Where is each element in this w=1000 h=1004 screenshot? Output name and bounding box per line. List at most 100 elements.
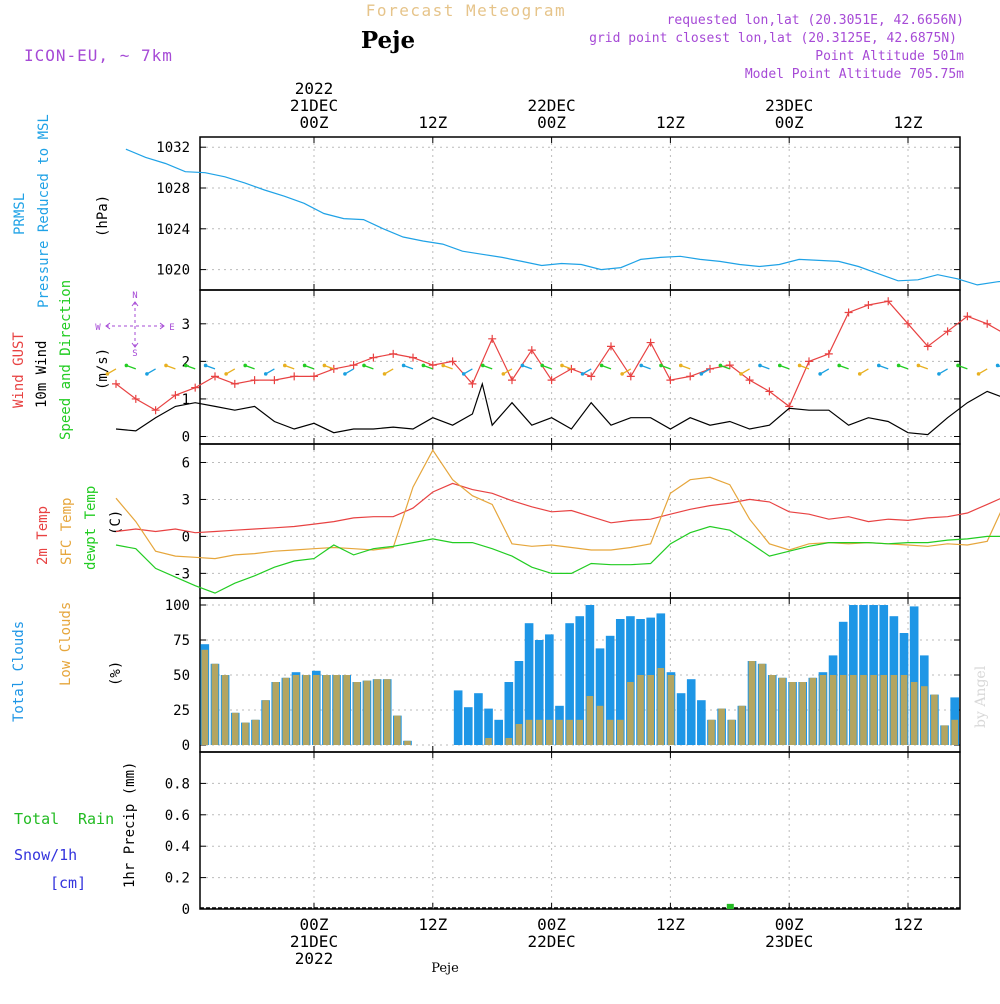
top-time-label: 12Z [894,113,923,132]
gust-marker [488,334,497,343]
y-tick-label: 0.6 [165,808,190,824]
wind-arrow-head [263,372,268,376]
y-tick-label: 0.8 [165,776,190,792]
dewpt-line [115,525,1000,594]
low-cloud-bar [211,663,219,745]
gust-marker [824,349,833,358]
wind-label: 10m Wind [34,341,50,408]
low-cloud-bar [931,694,938,745]
low-cloud-bar [728,719,736,745]
gridpoint-coords: grid point closest lon,lat (20.3125E, 42… [589,31,957,46]
wind-arrow-head [124,363,129,368]
gust-marker [745,376,754,385]
wind-arrow-head [343,372,347,376]
low-cloud-bar [616,719,624,745]
gust-marker [428,361,437,370]
low-cloud-bar [910,682,918,745]
panel-frame [199,443,961,599]
total-cloud-bar [676,693,686,745]
low-cloud-bar [221,675,229,745]
low-cloud-bar [920,686,928,745]
gust-marker [706,364,714,373]
wind-arrow-head [322,363,327,368]
low-cloud-bar [667,675,675,745]
bottom-time-label: 2022 [295,949,334,968]
low-cloud-bar [880,675,888,745]
y-tick-label: 6 [182,455,190,471]
gust-marker [112,379,120,388]
gust-marker [844,308,853,317]
low-cloud-bar [272,682,280,745]
gust-marker [191,383,200,392]
total-cloud-bar [504,682,514,745]
compass-arrow-s [131,342,139,348]
temp2m-line [115,482,1000,534]
wind-arrow-head [620,372,624,376]
low-cloud-bar [647,675,654,745]
requested-coords: requested lon,lat (20.3051E, 42.6656N) [667,13,964,28]
gust-marker [666,376,675,385]
low-cloud-bar [860,675,867,745]
total-cloud-bar [494,719,503,745]
low-cloud-bar [505,738,513,745]
wind-arrow-head [540,363,545,368]
wind-arrow-head [639,363,644,368]
wind-line [115,381,1000,436]
total-cloud-bar [524,623,534,745]
gust-marker [389,349,398,358]
low-cloud-bar [900,675,908,745]
top-time-label: 00Z [300,113,329,132]
low-cloud-bar [829,675,837,745]
low-cloud-bar [586,696,594,745]
low-cloud-bar [708,719,715,745]
y-tick-label: 0 [182,902,190,918]
clouds-units: (%) [108,661,124,686]
y-tick-label: 1 [182,392,190,408]
y-tick-label: 1024 [156,222,190,238]
gust-marker [270,376,279,385]
bottom-time-label: 12Z [656,915,685,934]
low-cloud-bar [302,675,310,745]
gust-marker [923,342,932,351]
bottom-time-label: 22DEC [528,932,576,951]
low-cloud-bar [282,677,290,745]
y-tick-label: 1032 [156,140,190,156]
low-cloud-bar [951,719,958,745]
y-tick-label: 0 [182,529,190,545]
wind-arrow-head [877,363,881,368]
low-cloud-bar [383,679,391,745]
y-tick-label: 1020 [156,263,190,279]
low-cloud-bar [312,675,320,745]
gust-marker [686,372,695,381]
gust-marker [250,376,259,385]
gust-marker [765,387,774,396]
gust-marker [171,391,180,400]
model-altitude: Model Point Altitude 705.75m [745,67,964,82]
top-time-label: 00Z [537,113,566,132]
total-cloud-bar [595,648,605,745]
total-cloud-bar [626,616,635,745]
total-label: Total [14,810,59,828]
low-cloud-bar [768,675,776,745]
low-cloud-bar [890,675,898,745]
wind-arrow-head [184,363,188,368]
low-cloud-bar [941,725,948,745]
wind-arrow-head [797,363,802,368]
gust-marker [508,376,516,385]
low-cloud-bar [779,677,786,745]
y-tick-label: 100 [165,598,190,614]
wind-arrow-head [718,363,723,368]
dewpt-label: dewpt Temp [83,486,99,570]
wind-arrow-head [164,363,168,368]
low-cloud-bar [789,682,796,745]
bottom-time-label: 12Z [418,915,447,934]
low-cloud-bar [394,715,401,745]
station-name: Peje [361,27,415,54]
temp2m-label: 2m Temp [35,506,51,565]
temp-units: (C) [108,510,124,535]
sfc-temp-label: SFC Temp [59,498,75,565]
wind-units: (m/s) [95,348,111,390]
low-cloud-bar [850,675,857,745]
